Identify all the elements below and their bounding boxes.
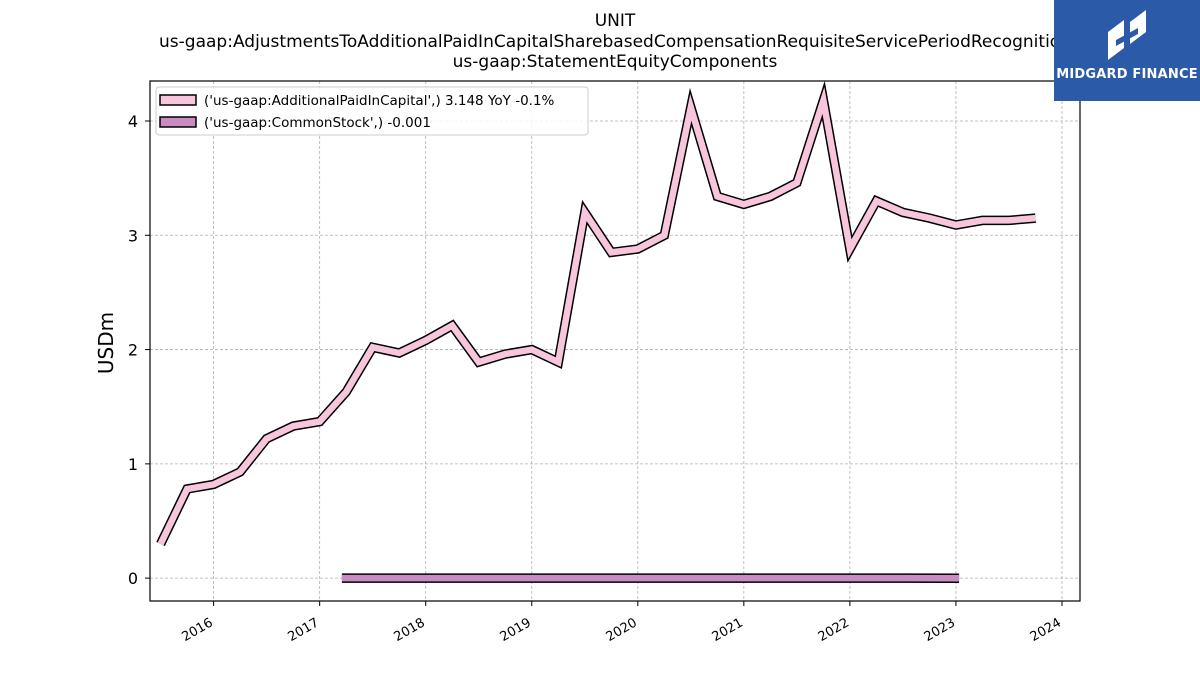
y-tick-label: 0 [128,569,138,588]
y-tick-label: 3 [128,226,138,245]
x-tick-label: 2021 [710,615,746,645]
brand-logo: MIDGARD FINANCE [1054,0,1200,101]
y-axis-ticks: 0 1 2 3 4 [128,112,150,588]
y-tick-label: 2 [128,341,138,360]
x-axis-ticks: 2016 2017 2018 2019 2020 2021 2022 2023 2024 [179,601,1064,645]
chart-title-line-1: UNIT [594,11,636,31]
legend-box [155,86,589,136]
legend: ('us-gaap:AdditionalPaidInCapital',) 3.1… [155,86,589,136]
x-tick-label: 2023 [922,615,958,645]
gridlines [150,81,1080,601]
chart-title-line-3: us-gaap:StatementEquityComponents [452,52,778,72]
x-tick-label: 2018 [392,615,428,645]
legend-swatch-0 [159,94,197,106]
x-tick-label: 2022 [816,615,852,645]
logo-mark-icon [1108,10,1146,60]
y-tick-label: 4 [128,112,138,131]
chart-title-line-2: us-gaap:AdjustmentsToAdditionalPaidInCap… [159,32,1071,52]
series-line-0 [157,86,1036,546]
y-axis-label: USDm [94,312,118,374]
legend-swatch-1 [159,116,197,128]
series-outline-0 [156,80,1036,546]
y-tick-label: 1 [128,455,138,474]
x-tick-label: 2017 [286,615,322,645]
legend-label-0: ('us-gaap:AdditionalPaidInCapital',) 3.1… [204,93,555,109]
plot-frame [149,80,1081,602]
x-tick-label: 2024 [1028,615,1064,645]
series-lines [156,80,1036,584]
x-tick-label: 2020 [604,615,640,645]
logo-text: MIDGARD FINANCE [1056,67,1198,82]
x-tick-label: 2019 [498,615,534,645]
legend-label-1: ('us-gaap:CommonStock',) -0.001 [204,115,431,131]
x-tick-label: 2016 [179,615,215,645]
